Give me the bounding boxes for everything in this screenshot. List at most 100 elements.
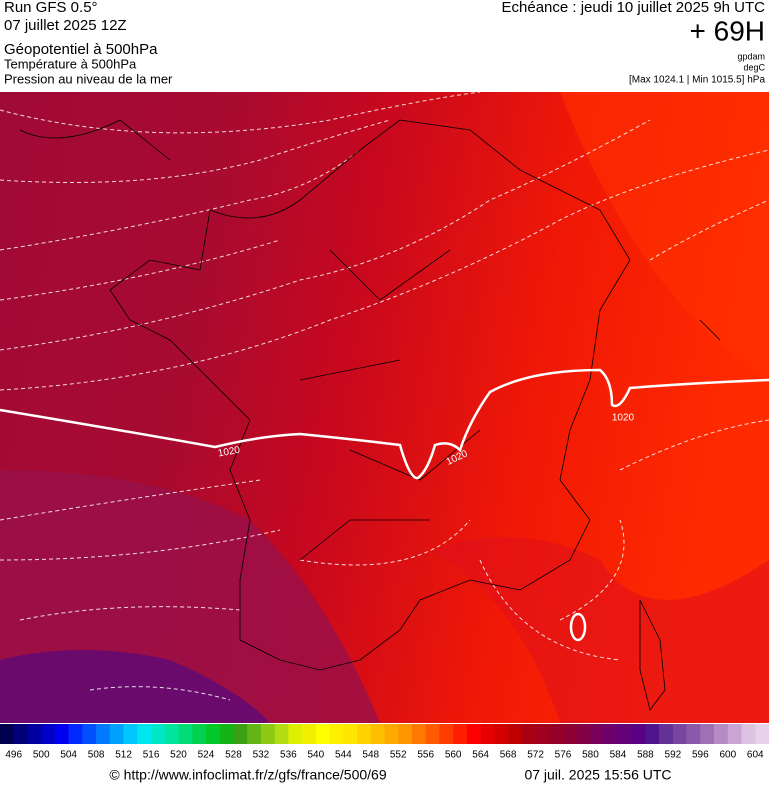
colorbar-cell [27, 724, 42, 744]
colorbar-cell [494, 724, 509, 744]
colorbar-label: 528 [225, 750, 242, 761]
isobar [569, 612, 587, 642]
colorbar-cell [398, 724, 413, 744]
colorbar-cell [700, 724, 715, 744]
colorbar-cell [205, 724, 221, 744]
colorbar-label: 540 [307, 750, 324, 761]
colorbar-cell [686, 724, 701, 744]
colorbar-label: 576 [555, 750, 572, 761]
colorbar-label: 600 [719, 750, 736, 761]
colorbar-cell [439, 724, 454, 744]
timestamp: 07 juil. 2025 15:56 UTC [524, 767, 671, 783]
colorbar-cell [96, 724, 111, 744]
colorbar-label: 544 [335, 750, 352, 761]
field-label: Température à 500hPa [4, 56, 137, 71]
colorbar-label: 588 [637, 750, 654, 761]
colorbar-cell [137, 724, 152, 744]
colorbar-label: 596 [692, 750, 709, 761]
colorbar-label: 520 [170, 750, 187, 761]
colorbar-cell [302, 724, 317, 744]
colorbar-cell [741, 724, 756, 744]
colorbar-label: 572 [527, 750, 544, 761]
colorbar-cell [384, 724, 399, 744]
map: 1020 1020 1020 [0, 91, 769, 723]
colorbar-label: 496 [5, 750, 22, 761]
colorbar-cell [659, 724, 674, 744]
colorbar-label: 532 [253, 750, 270, 761]
colorbar-label: 568 [500, 750, 517, 761]
colorbar-label: 552 [390, 750, 407, 761]
colorbar-label: 524 [198, 750, 215, 761]
colorbar-cell [755, 724, 769, 744]
colorbar-cell [247, 724, 262, 744]
unit-label: degC [743, 62, 765, 72]
isobar [0, 368, 769, 480]
run-date: 07 juillet 2025 12Z [4, 17, 127, 34]
colorbar-label: 508 [88, 750, 105, 761]
colorbar-cell [576, 724, 591, 744]
colorbar-cell [411, 724, 426, 744]
colorbar-label: 500 [33, 750, 50, 761]
colorbar-label: 584 [610, 750, 627, 761]
shade [560, 92, 769, 380]
run-label: Run GFS 0.5° [4, 0, 98, 16]
colorbar-cell [453, 724, 468, 744]
colorbar-label: 504 [60, 750, 77, 761]
colorbar-cell [590, 724, 605, 744]
isobar-label: 1020 [612, 413, 635, 424]
colorbar-cell [329, 724, 344, 744]
valid-time: Echéance : jeudi 10 juillet 2025 9h UTC [502, 0, 766, 16]
colorbar-cell [714, 724, 729, 744]
source-url: © http://www.infoclimat.fr/z/gfs/france/… [109, 767, 386, 783]
colorbar-cell [192, 724, 207, 744]
colorbar-label: 592 [665, 750, 682, 761]
isobar-label: 1020 [217, 445, 241, 460]
colorbar-cell [178, 724, 193, 744]
colorbar-label: 548 [362, 750, 379, 761]
colorbar-cell [288, 724, 303, 744]
colorbar-label: 604 [747, 750, 764, 761]
colorbar-cell [219, 724, 234, 744]
colorbar-cell [343, 724, 358, 744]
colorbar-cell [315, 724, 330, 744]
colorbar-cell [151, 724, 166, 744]
colorbar-cell [549, 724, 564, 744]
colorbar-cell [727, 724, 742, 744]
colorbar-cell [0, 724, 15, 744]
colorbar-cell [233, 724, 248, 744]
colorbar-cell [563, 724, 578, 744]
colorbar-label: 564 [472, 750, 489, 761]
colorbar-cell [41, 724, 56, 744]
colorbar-cell [645, 724, 660, 744]
colorbar-label: 516 [143, 750, 160, 761]
colorbar-cell [13, 724, 28, 744]
colorbar-cell [164, 724, 179, 744]
pressure-range: [Max 1024.1 | Min 1015.5] hPa [629, 75, 765, 86]
field-label: Géopotentiel à 500hPa [4, 41, 158, 58]
colorbar-cell [109, 724, 124, 744]
colorbar-label: 536 [280, 750, 297, 761]
colorbar-cell [672, 724, 687, 744]
colorbar-cell [535, 724, 550, 744]
colorbar-cell [260, 724, 275, 744]
colorbar-label: 556 [417, 750, 434, 761]
colorbar-cell [617, 724, 632, 744]
colorbar-cell [68, 724, 83, 744]
colorbar-cell [631, 724, 646, 744]
unit-label: gpdam [737, 51, 765, 61]
colorbar-label: 580 [582, 750, 599, 761]
colorbar-cell [370, 724, 385, 744]
colorbar: 496 500 504 508 512 516 520 524 528 532 536 540 544 5… [0, 724, 769, 761]
colorbar-cell [54, 724, 69, 744]
colorbar-label: 560 [445, 750, 462, 761]
colorbar-cell [82, 724, 97, 744]
colorbar-cell [274, 724, 289, 744]
shade [430, 537, 769, 723]
colorbar-cell [357, 724, 372, 744]
colorbar-cell [480, 724, 495, 744]
colorbar-cell [521, 724, 536, 744]
colorbar-cell [508, 724, 523, 744]
colorbar-cell [425, 724, 440, 744]
colorbar-label: 512 [115, 750, 132, 761]
